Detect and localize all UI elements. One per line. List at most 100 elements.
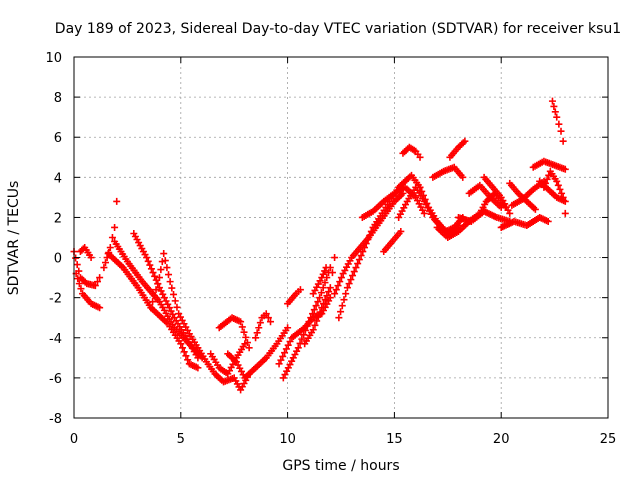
data-point	[102, 259, 110, 267]
data-point	[317, 289, 325, 297]
data-point	[323, 292, 331, 300]
series-arc-11	[224, 324, 292, 382]
data-point	[423, 199, 431, 207]
data-point	[155, 274, 163, 282]
series-arc-31	[506, 179, 539, 213]
data-point	[553, 113, 561, 121]
series-arc-19	[335, 171, 424, 322]
data-point	[182, 352, 190, 360]
series-arc-37	[548, 97, 567, 145]
data-point	[360, 244, 368, 252]
data-point	[111, 223, 119, 231]
series-arc-3	[76, 244, 95, 262]
data-point	[147, 265, 155, 273]
data-point	[309, 326, 317, 334]
data-point	[316, 308, 324, 316]
data-point	[334, 282, 342, 290]
series-arc-20	[358, 183, 428, 221]
data-point	[313, 317, 321, 325]
data-point	[96, 274, 104, 282]
data-point	[354, 260, 362, 268]
y-tick-label: 2	[54, 211, 62, 226]
data-point	[561, 197, 569, 205]
data-point	[319, 300, 327, 308]
data-point	[277, 356, 285, 364]
data-point	[331, 290, 339, 298]
data-point	[419, 191, 427, 199]
data-point	[459, 173, 467, 181]
y-tick-label: -2	[49, 292, 62, 307]
data-point	[553, 177, 561, 185]
series-arc-30	[480, 173, 514, 217]
data-point	[343, 284, 351, 292]
data-point	[243, 339, 251, 347]
series-arc-24	[416, 183, 467, 235]
data-point	[548, 97, 556, 105]
data-point	[152, 286, 160, 294]
series-arc-16	[301, 254, 339, 348]
data-point	[253, 329, 261, 337]
series-arc-28	[454, 207, 514, 225]
series-arc-8	[147, 250, 253, 394]
data-point	[179, 344, 187, 352]
data-point	[349, 272, 357, 280]
data-point	[362, 240, 370, 248]
y-tick-label: 8	[54, 91, 62, 106]
data-point	[336, 278, 344, 286]
data-point	[284, 324, 292, 332]
data-point	[421, 195, 429, 203]
data-point	[256, 319, 264, 327]
data-point	[326, 284, 334, 292]
data-point	[331, 254, 339, 262]
data-point	[96, 304, 104, 312]
y-tick-label: 10	[45, 51, 62, 66]
data-point	[305, 318, 313, 326]
data-point	[321, 296, 329, 304]
data-point	[75, 280, 83, 288]
data-point	[545, 171, 553, 179]
data-point	[255, 324, 263, 332]
data-point	[74, 275, 82, 283]
data-point	[338, 302, 346, 310]
data-point	[242, 333, 250, 341]
data-point	[319, 270, 327, 278]
data-point	[240, 328, 248, 336]
data-point	[540, 183, 548, 191]
series-arc-36	[540, 167, 569, 217]
data-point	[173, 303, 181, 311]
data-point	[194, 364, 202, 372]
data-point	[296, 286, 304, 294]
data-point	[237, 318, 245, 326]
data-point	[337, 274, 345, 282]
data-point	[531, 205, 539, 213]
data-point	[364, 236, 372, 244]
data-point	[294, 344, 302, 352]
data-point	[321, 267, 329, 275]
data-point	[171, 297, 179, 305]
data-point	[506, 209, 514, 217]
data-point	[150, 292, 158, 300]
data-point	[157, 266, 165, 274]
data-point	[93, 278, 101, 286]
series-arc-29	[465, 181, 505, 211]
data-point	[416, 183, 424, 191]
data-point	[284, 341, 292, 349]
x-axis-label: GPS time / hours	[282, 458, 399, 474]
data-point	[300, 331, 308, 339]
data-point	[342, 290, 350, 298]
data-point	[252, 334, 260, 342]
data-point	[335, 314, 343, 322]
series-arc-15	[284, 286, 304, 308]
data-point	[352, 264, 360, 272]
data-point	[561, 209, 569, 217]
series-arc-23	[399, 143, 424, 161]
data-point	[416, 153, 424, 161]
x-tick-label: 10	[279, 432, 296, 447]
data-point	[100, 264, 108, 272]
series-arc-32	[497, 213, 552, 231]
series-arc-7	[130, 229, 202, 362]
axis-tick-labels: 0 5 10 15 20 25 -8 -6 -4 -2 0 2 4 6 8 10	[45, 51, 616, 447]
series-arc-9	[207, 340, 249, 378]
data-point	[345, 280, 353, 288]
